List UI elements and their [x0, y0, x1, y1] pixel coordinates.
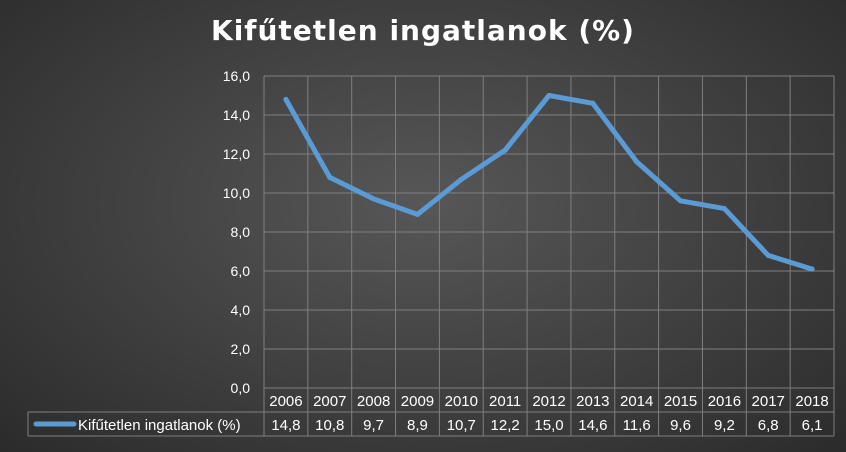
y-tick-label: 6,0 — [231, 263, 251, 279]
data-table-value: 12,2 — [491, 417, 520, 434]
x-tick-label: 2012 — [532, 393, 565, 410]
data-point — [634, 159, 640, 165]
data-table-value: 10,7 — [447, 417, 476, 434]
x-tick-label: 2008 — [357, 393, 390, 410]
data-point — [809, 266, 815, 272]
data-point — [414, 211, 420, 217]
x-tick-label: 2016 — [708, 393, 741, 410]
x-tick-label: 2018 — [795, 393, 828, 410]
x-tick-label: 2015 — [664, 393, 697, 410]
y-tick-label: 14,0 — [223, 107, 250, 123]
y-tick-label: 4,0 — [231, 302, 251, 318]
data-table-value: 15,0 — [534, 417, 563, 434]
data-point — [765, 252, 771, 258]
data-point — [546, 93, 552, 98]
x-tick-label: 2013 — [576, 393, 609, 410]
data-table-value: 9,7 — [363, 417, 384, 434]
x-tick-label: 2017 — [752, 393, 785, 410]
x-tick-label: 2014 — [620, 393, 653, 410]
data-point — [283, 96, 289, 102]
y-tick-label: 16,0 — [223, 68, 250, 84]
x-tick-label: 2011 — [489, 393, 521, 410]
x-tick-label: 2010 — [445, 393, 478, 410]
data-table-value: 11,6 — [623, 417, 651, 434]
data-point — [458, 176, 464, 182]
data-table-value: 9,6 — [670, 417, 691, 434]
chart-title: Kifűtetlen ingatlanok (%) — [211, 14, 635, 47]
y-tick-label: 12,0 — [223, 146, 250, 162]
data-table-value: 10,8 — [315, 417, 344, 434]
y-tick-label: 8,0 — [231, 224, 251, 240]
y-tick-label: 0,0 — [231, 380, 251, 396]
y-tick-label: 10,0 — [223, 185, 250, 201]
data-table-value: 9,2 — [714, 417, 735, 434]
legend-label: Kifűtetlen ingatlanok (%) — [78, 417, 241, 434]
x-tick-label: 2007 — [313, 393, 346, 410]
data-table-value: 14,8 — [271, 417, 300, 434]
data-table-value: 6,8 — [758, 417, 779, 434]
series-line — [283, 93, 815, 272]
data-point — [678, 198, 684, 204]
data-table-value: 8,9 — [407, 417, 428, 434]
data-point — [327, 174, 333, 180]
y-tick-label: 2,0 — [231, 341, 251, 357]
x-tick-label: 2009 — [401, 393, 434, 410]
data-point — [721, 206, 727, 212]
data-point — [502, 147, 508, 153]
x-tick-label: 2006 — [269, 393, 302, 410]
data-point — [590, 100, 596, 106]
data-table-value: 14,6 — [578, 417, 607, 434]
data-table-value: 6,1 — [802, 417, 823, 434]
data-point — [371, 196, 377, 202]
